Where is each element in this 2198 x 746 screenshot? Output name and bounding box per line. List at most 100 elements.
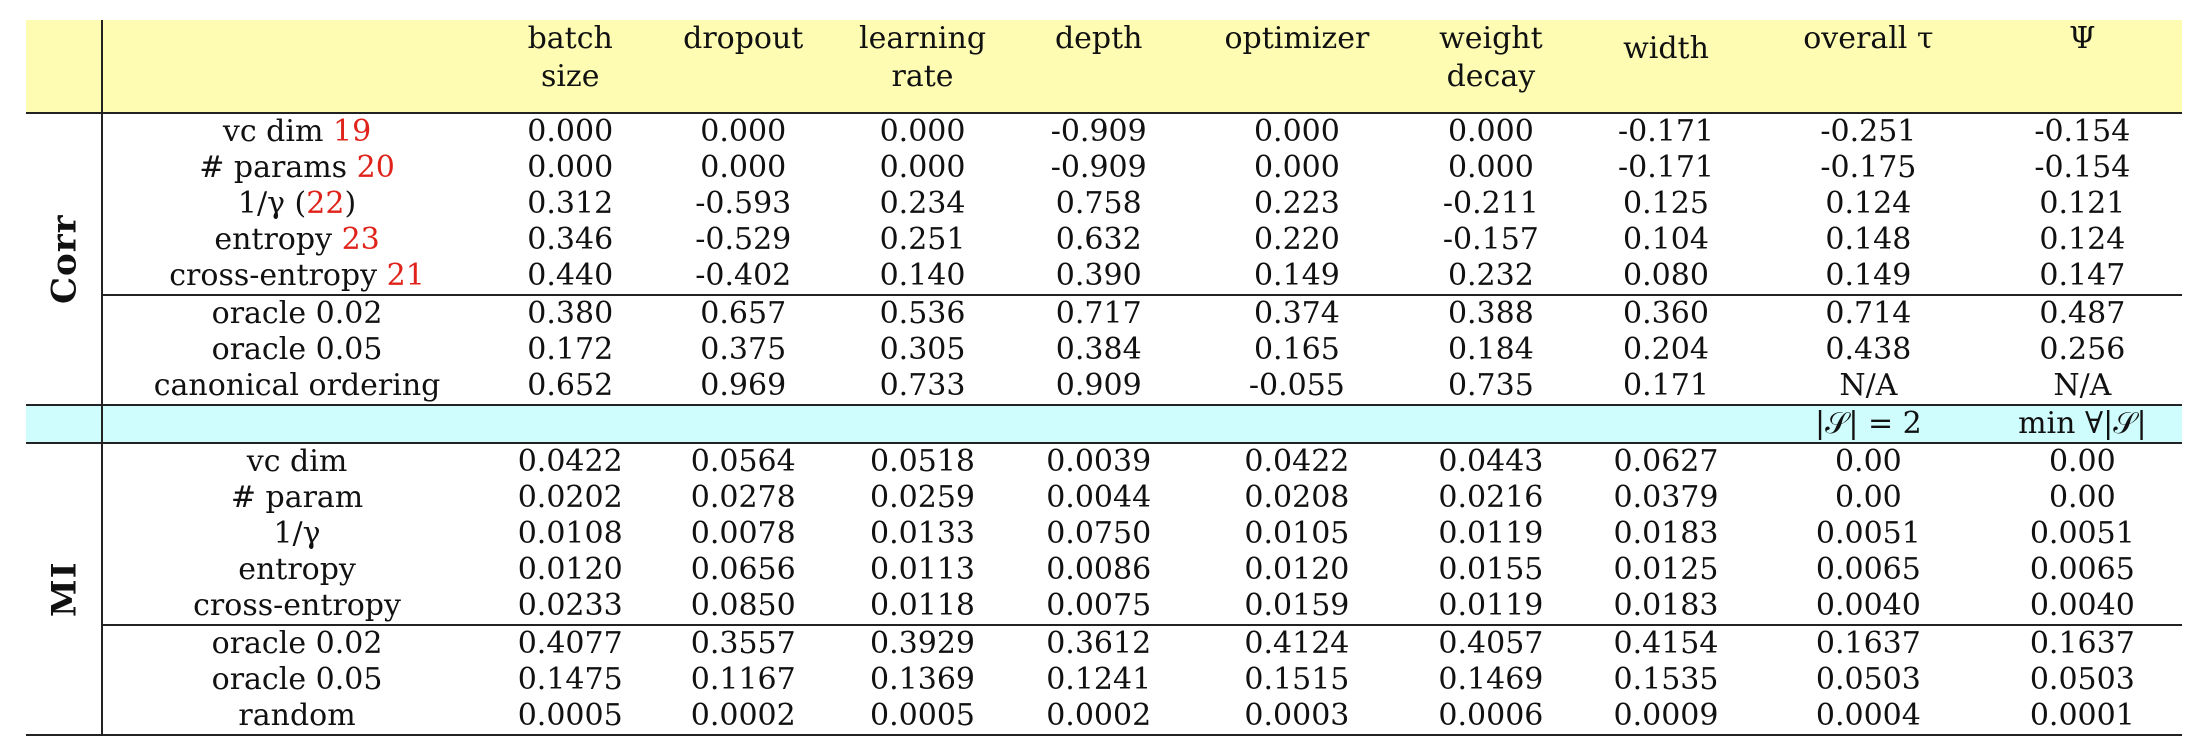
row-name-text: # param bbox=[230, 480, 364, 515]
header-col-3: learning rate bbox=[837, 20, 1008, 113]
row-name-text: oracle 0.05 bbox=[211, 662, 383, 697]
row-name: canonical ordering bbox=[102, 368, 492, 405]
row-name: cross-entropy 21 bbox=[102, 258, 492, 295]
value-cell: 0.0001 bbox=[1982, 698, 2182, 736]
value-cell: 0.124 bbox=[1825, 186, 1912, 221]
value-cell: -0.154 bbox=[1982, 112, 2182, 150]
row-name: vc dim bbox=[101, 442, 492, 480]
table-row: oracle 0.05 0.172 0.375 0.305 0.384 0.165 0.18… bbox=[26, 332, 2182, 368]
value-cell: 0.0006 bbox=[1403, 698, 1578, 736]
separator-corner-cell bbox=[26, 404, 103, 443]
separator-cell bbox=[491, 404, 649, 443]
value-cell: -0.175 bbox=[1820, 150, 1917, 185]
reference-link[interactable]: 23 bbox=[341, 222, 380, 257]
value-cell: 0.140 bbox=[879, 258, 966, 293]
value-cell: 0.714 bbox=[1754, 294, 1983, 332]
value-cell: 0.312 bbox=[527, 186, 614, 221]
value-cell: -0.154 bbox=[2034, 150, 2131, 185]
row-name: cross-entropy bbox=[102, 588, 492, 625]
value-cell: 0.0044 bbox=[1046, 480, 1152, 515]
table-row: cross-entropy 21 0.440 -0.402 0.140 0.390 0.1… bbox=[26, 258, 2182, 295]
value-cell: 0.0040 bbox=[2029, 588, 2135, 623]
value-cell: 0.0443 bbox=[1403, 442, 1578, 480]
header-col-9: Ψ bbox=[1982, 20, 2182, 113]
mi-section-label: MI bbox=[26, 443, 102, 735]
value-cell: 0.0422 bbox=[1189, 442, 1404, 480]
value-cell: 0.1475 bbox=[517, 662, 623, 697]
table-row: entropy 0.0120 0.0656 0.0113 0.0086 0.0120 0.0… bbox=[26, 552, 2182, 588]
value-cell: 0.0119 bbox=[1438, 516, 1544, 551]
value-cell: 0.0216 bbox=[1438, 480, 1544, 515]
table-row: 1/γ 0.0108 0.0078 0.0133 0.0750 0.0105 0.0119 0… bbox=[26, 516, 2182, 552]
value-cell: 0.390 bbox=[1055, 258, 1142, 293]
value-cell: 0.000 bbox=[1189, 112, 1404, 150]
value-cell: 0.171 bbox=[1623, 368, 1709, 403]
value-cell: 0.184 bbox=[1447, 332, 1534, 367]
reference-link[interactable]: 20 bbox=[356, 150, 395, 185]
reference-link[interactable]: 21 bbox=[386, 258, 425, 293]
value-cell: 0.0075 bbox=[1046, 588, 1152, 623]
value-cell: 0.000 bbox=[1403, 112, 1578, 150]
value-cell: 0.0627 bbox=[1577, 442, 1755, 480]
value-cell: 0.000 bbox=[527, 150, 614, 185]
value-cell: 0.0120 bbox=[1244, 552, 1350, 587]
row-name-text: oracle 0.02 bbox=[211, 626, 383, 661]
row-name: vc dim 19 bbox=[101, 112, 492, 150]
value-cell: -0.211 bbox=[1442, 186, 1539, 221]
value-cell: 0.0159 bbox=[1244, 588, 1350, 623]
row-name: entropy 23 bbox=[102, 222, 492, 258]
value-cell: 0.149 bbox=[1825, 258, 1912, 293]
value-cell: 0.0183 bbox=[1613, 588, 1719, 623]
separator-row: |𝒮| = 2 min ∀|𝒮| bbox=[26, 404, 2182, 443]
value-cell: 0.3557 bbox=[648, 624, 838, 662]
separator-cell bbox=[1403, 404, 1578, 443]
results-table: batch size dropout learning rate depth opt… bbox=[26, 20, 2182, 736]
value-cell: 0.0005 bbox=[491, 698, 649, 736]
value-cell: -0.909 bbox=[1007, 112, 1190, 150]
reference-link[interactable]: 19 bbox=[332, 114, 372, 149]
value-cell: 0.0850 bbox=[690, 588, 796, 623]
value-cell: 0.0422 bbox=[491, 442, 649, 480]
reference-link[interactable]: 22 bbox=[306, 186, 345, 221]
value-cell: 0.346 bbox=[527, 222, 614, 257]
value-cell: 0.00 bbox=[1754, 442, 1983, 480]
row-name-text: cross-entropy bbox=[193, 588, 401, 623]
value-cell: 0.147 bbox=[2039, 258, 2126, 293]
value-cell: N/A bbox=[2053, 368, 2112, 403]
row-name: # param bbox=[102, 480, 492, 516]
value-cell: 0.733 bbox=[879, 368, 966, 403]
value-cell: 0.0118 bbox=[870, 588, 976, 623]
value-cell: 0.0518 bbox=[837, 442, 1008, 480]
value-cell: 0.380 bbox=[491, 294, 649, 332]
value-cell: 0.969 bbox=[700, 368, 787, 403]
value-cell: 0.657 bbox=[648, 294, 838, 332]
value-cell: 0.256 bbox=[2039, 332, 2126, 367]
header-col-1: batch size bbox=[491, 20, 649, 113]
row-name-text: random bbox=[238, 698, 356, 733]
value-cell: 0.1515 bbox=[1244, 662, 1350, 697]
row-name: entropy bbox=[102, 552, 492, 588]
results-table-container: batch size dropout learning rate depth opt… bbox=[26, 20, 2182, 736]
table-row: cross-entropy 0.0233 0.0850 0.0118 0.0075 0.0… bbox=[26, 588, 2182, 625]
value-cell: 0.00 bbox=[2048, 480, 2116, 515]
value-cell: 0.000 bbox=[1253, 150, 1340, 185]
row-name-text: # params bbox=[199, 150, 348, 185]
value-cell: -0.157 bbox=[1442, 222, 1539, 257]
value-cell: 0.0202 bbox=[517, 480, 623, 515]
separator-cell bbox=[1577, 404, 1755, 443]
row-name-text: entropy bbox=[238, 552, 356, 587]
table-row: oracle 0.02 0.380 0.657 0.536 0.717 0.374 0.38… bbox=[26, 294, 2182, 332]
set-size-label: |𝒮| = 2 bbox=[1754, 404, 1983, 443]
table-row: MI vc dim 0.0422 0.0564 0.0518 0.0039 0.0422 0.… bbox=[26, 442, 2182, 735]
value-cell: -0.402 bbox=[695, 258, 792, 293]
value-cell: 0.165 bbox=[1253, 332, 1340, 367]
value-cell: 0.0133 bbox=[870, 516, 976, 551]
value-cell: 0.1241 bbox=[1046, 662, 1152, 697]
value-cell: 0.124 bbox=[2039, 222, 2126, 257]
corr-section-label: Corr bbox=[26, 113, 102, 405]
separator-cell bbox=[101, 404, 492, 443]
table-row: oracle 0.05 0.1475 0.1167 0.1369 0.1241 0.151… bbox=[26, 662, 2182, 698]
row-name-text: entropy bbox=[214, 222, 333, 257]
header-rowname-cell bbox=[101, 20, 492, 113]
value-cell: 0.0278 bbox=[690, 480, 796, 515]
